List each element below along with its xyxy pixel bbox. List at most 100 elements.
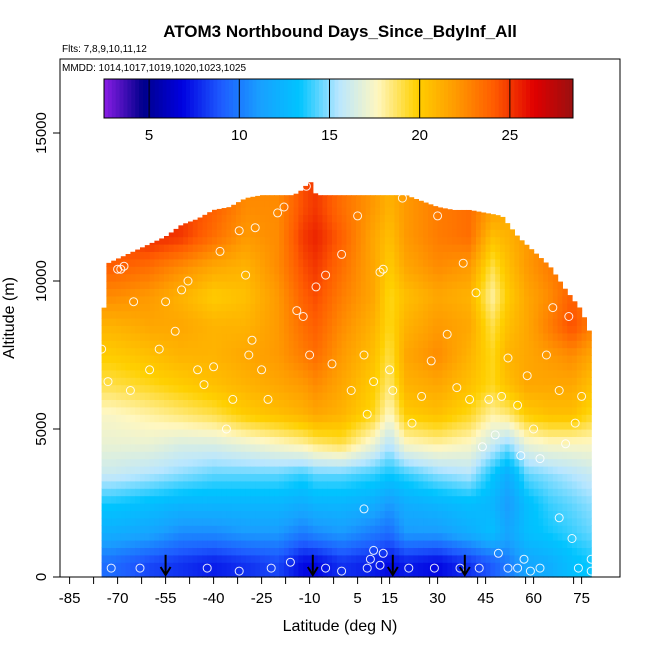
heatmap-cell [519,540,525,548]
heatmap-cell [394,325,400,334]
heatmap-cell [125,266,131,275]
heatmap-cell [500,318,506,326]
heatmap-cell [159,466,165,474]
heatmap-cell [514,273,520,282]
heatmap-cell [106,392,112,400]
heatmap-cell [456,421,463,430]
heatmap-cell [303,547,309,556]
heatmap-cell [423,517,429,526]
heatmap-cell [303,384,309,393]
heatmap-cell [322,251,328,260]
heatmap-cell [336,488,343,497]
heatmap-cell [183,458,189,467]
heatmap-cell [312,495,319,504]
heatmap-cell [528,303,535,312]
heatmap-cell [567,303,573,312]
heatmap-cell [284,332,290,341]
heatmap-cell [159,451,165,460]
heatmap-cell [317,421,323,430]
heatmap-cell [442,414,448,423]
heatmap-cell [461,466,467,474]
heatmap-cell [514,244,520,252]
heatmap-cell [456,332,463,341]
heatmap-cell [341,547,347,556]
heatmap-cell [586,355,592,363]
heatmap-cell [288,199,295,208]
heatmap-cell [120,443,127,452]
heatmap-cell [106,318,112,326]
heatmap-cell [509,488,515,497]
heatmap-cell [509,562,515,571]
heatmap-cell [216,332,223,341]
heatmap-cell [466,473,472,482]
heatmap-cell [197,273,203,282]
heatmap-cell [183,495,189,504]
heatmap-cell [236,525,242,534]
heatmap-cell [394,347,400,356]
heatmap-cell [293,562,299,571]
heatmap-cell [346,392,352,400]
heatmap-cell [394,244,400,252]
heatmap-cell [279,332,285,341]
heatmap-cell [490,547,496,556]
heatmap-cell [240,517,247,526]
heatmap-cell [260,495,266,504]
heatmap-cell [562,392,568,400]
heatmap-cell [572,384,578,393]
heatmap-cell [404,562,410,571]
heatmap-cell [519,318,525,326]
heatmap-cell [442,569,448,578]
heatmap-cell [298,517,304,526]
heatmap-cell [552,480,559,489]
heatmap-cell [485,414,491,423]
heatmap-cell [394,251,400,260]
heatmap-cell [279,318,285,326]
heatmap-cell [576,503,583,511]
heatmap-cell [428,392,434,400]
heatmap-cell [192,347,199,356]
heatmap-cell [327,251,333,260]
heatmap-cell [130,281,136,289]
heatmap-cell [452,569,458,578]
heatmap-cell [322,429,328,437]
heatmap-cell [370,369,376,378]
heatmap-cell [557,377,563,386]
heatmap-cell [221,429,227,437]
heatmap-cell [279,340,285,349]
heatmap-cell [490,340,496,349]
heatmap-cell [168,540,175,548]
heatmap-cell [413,347,419,356]
heatmap-cell [274,525,280,534]
heatmap-cell [312,429,319,437]
heatmap-cell [543,510,549,519]
heatmap-cell [250,377,256,386]
heatmap-cell [303,355,309,363]
heatmap-cell [140,247,146,252]
heatmap-cell [212,540,218,548]
heatmap-cell [476,532,482,541]
heatmap-cell [519,466,525,474]
heatmap-cell [125,510,131,519]
heatmap-cell [101,325,107,334]
heatmap-cell [202,281,208,289]
heatmap-cell [322,288,328,297]
heatmap-cell [432,510,439,519]
heatmap-cell [418,214,424,223]
heatmap-cell [500,554,506,563]
heatmap-cell [116,303,122,312]
heatmap-cell [255,488,261,497]
heatmap-cell [135,251,141,260]
heatmap-cell [255,362,261,371]
heatmap-cell [197,392,203,400]
heatmap-cell [101,554,107,563]
heatmap-cell [168,547,175,556]
heatmap-cell [293,258,299,267]
heatmap-cell [240,236,247,245]
heatmap-cell [356,562,362,571]
heatmap-cell [586,540,592,548]
heatmap-cell [341,214,347,223]
heatmap-cell [404,221,410,230]
heatmap-cell [418,480,424,489]
heatmap-cell [408,199,415,208]
heatmap-cell [298,377,304,386]
